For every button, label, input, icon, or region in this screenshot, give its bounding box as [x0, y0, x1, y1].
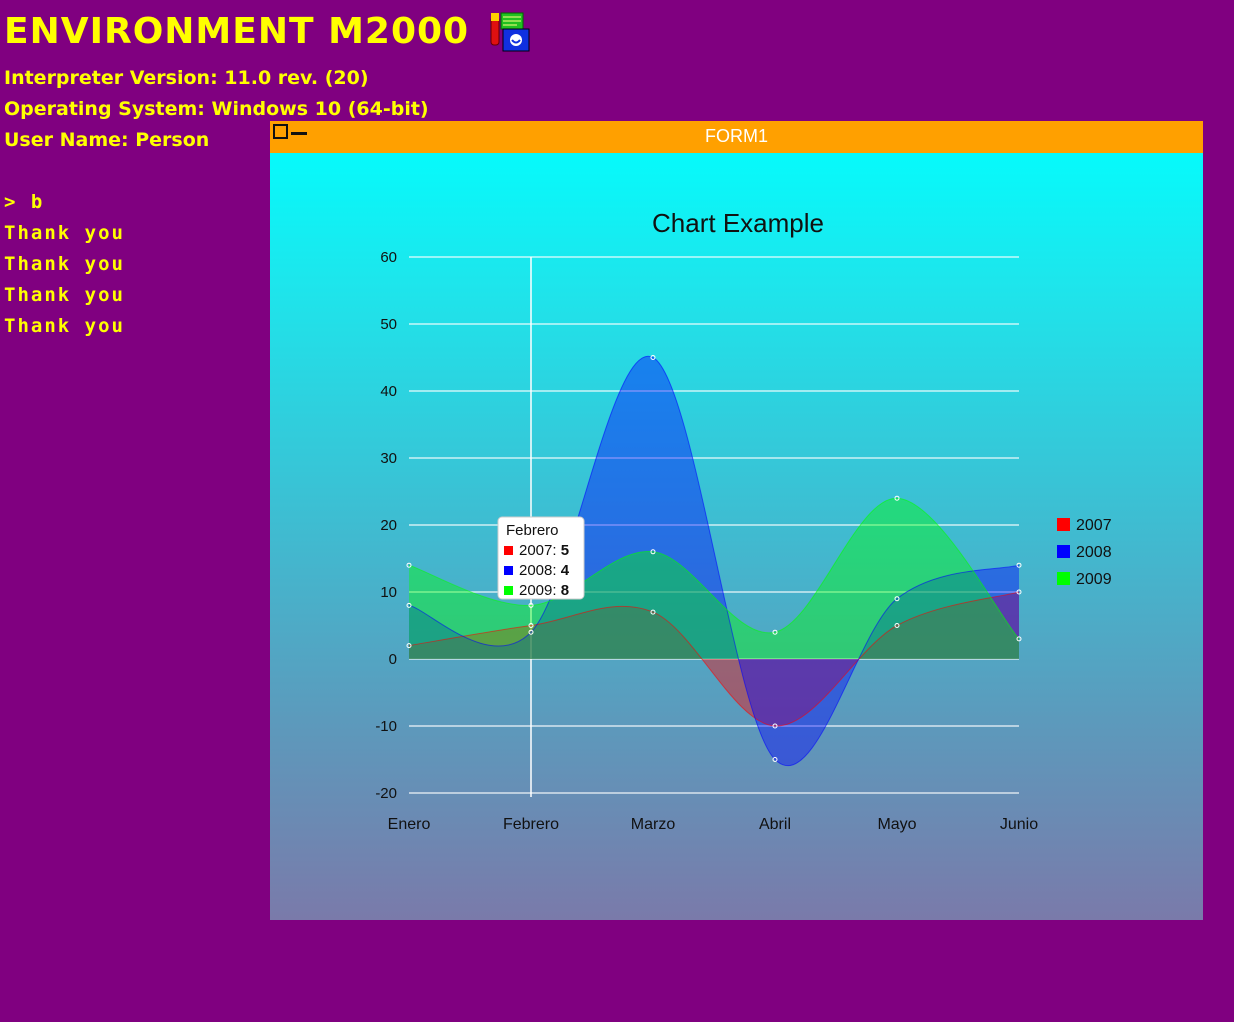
- window-titlebar[interactable]: FORM1: [270, 121, 1203, 153]
- data-point[interactable]: [894, 495, 900, 501]
- tooltip-value: 2009: 8: [519, 582, 569, 599]
- data-point[interactable]: [772, 629, 778, 635]
- data-point[interactable]: [772, 757, 778, 762]
- output-line: Thank you: [4, 315, 125, 337]
- command-line: > b: [4, 191, 45, 213]
- minimize-icon[interactable]: [291, 132, 307, 135]
- y-tick-label: -10: [375, 718, 397, 735]
- output-line: Thank you: [4, 284, 125, 306]
- tooltip-swatch: [504, 586, 513, 595]
- legend-swatch: [1057, 545, 1070, 558]
- legend-item-2008[interactable]: 2008: [1057, 544, 1112, 561]
- legend-swatch: [1057, 518, 1070, 531]
- x-tick-label: Febrero: [503, 816, 559, 833]
- output-line: Thank you: [4, 253, 125, 275]
- tooltip-box: [497, 516, 585, 600]
- y-tick-label: 20: [380, 517, 397, 534]
- data-point[interactable]: [528, 629, 534, 635]
- y-tick-label: 40: [380, 383, 397, 400]
- series-area-2007: [409, 592, 1019, 727]
- y-tick-label: -20: [375, 785, 397, 802]
- data-point[interactable]: [1016, 562, 1022, 568]
- tooltip-swatch: [504, 546, 513, 555]
- user-name: User Name: Person: [4, 129, 210, 151]
- legend-swatch: [1057, 572, 1070, 585]
- y-tick-label: 0: [389, 651, 397, 668]
- window-title: FORM1: [705, 126, 768, 146]
- data-point[interactable]: [528, 623, 534, 628]
- data-point[interactable]: [406, 602, 412, 608]
- series-line-2008: [408, 355, 1020, 767]
- tooltip-value: 2008: 4: [519, 562, 570, 579]
- legend-label: 2007: [1076, 517, 1112, 534]
- y-tick-label: 30: [380, 450, 397, 467]
- data-point[interactable]: [894, 596, 900, 602]
- y-tick-label: 50: [380, 316, 397, 333]
- legend-label: 2009: [1076, 571, 1112, 588]
- area-chart[interactable]: Chart Example 60 50 40 30 20 10 0 -10 -20 Enero Fe…: [270, 153, 1203, 920]
- tooltip-swatch: [504, 566, 513, 575]
- series-line-2009: [408, 497, 1020, 640]
- tooltip-value: 2007: 5: [519, 542, 569, 559]
- data-point[interactable]: [772, 723, 778, 729]
- x-tick-label: Abril: [759, 816, 791, 833]
- console-title: ENVIRONMENT M2000: [4, 11, 470, 52]
- x-tick-label: Mayo: [877, 816, 916, 833]
- x-tick-label: Enero: [388, 816, 431, 833]
- x-tick-label: Marzo: [631, 816, 676, 833]
- x-tick-label: Junio: [1000, 816, 1038, 833]
- legend-label: 2008: [1076, 544, 1112, 561]
- data-point[interactable]: [1016, 636, 1022, 642]
- chart-title: Chart Example: [652, 208, 824, 238]
- tooltip-category: Febrero: [506, 522, 559, 539]
- operating-system: Operating System: Windows 10 (64-bit): [4, 98, 429, 120]
- output-line: Thank you: [4, 222, 125, 244]
- data-point[interactable]: [650, 355, 656, 360]
- window-box-icon[interactable]: [273, 124, 288, 139]
- data-point[interactable]: [406, 643, 412, 649]
- series-area-2008: [409, 356, 1019, 766]
- data-point[interactable]: [528, 602, 534, 608]
- legend-item-2007[interactable]: 2007: [1057, 517, 1112, 534]
- data-point[interactable]: [406, 562, 412, 568]
- form1-window[interactable]: FORM1 Chart Example 60 50 40 30 20 10 0 -10 -20 E…: [270, 121, 1203, 920]
- data-point[interactable]: [894, 623, 900, 628]
- y-tick-label: 60: [380, 249, 397, 266]
- chart-tooltip: Febrero 2007: 5 2008: 4 2009: 8: [497, 516, 585, 600]
- m2000-app-icon: [490, 12, 530, 52]
- data-point[interactable]: [650, 549, 656, 555]
- interpreter-version: Interpreter Version: 11.0 rev. (20): [4, 67, 369, 89]
- legend-item-2009[interactable]: 2009: [1057, 571, 1112, 588]
- series-line-2007: [408, 591, 1020, 727]
- y-tick-label: 10: [380, 584, 397, 601]
- data-point[interactable]: [650, 609, 656, 615]
- data-point[interactable]: [1016, 589, 1022, 595]
